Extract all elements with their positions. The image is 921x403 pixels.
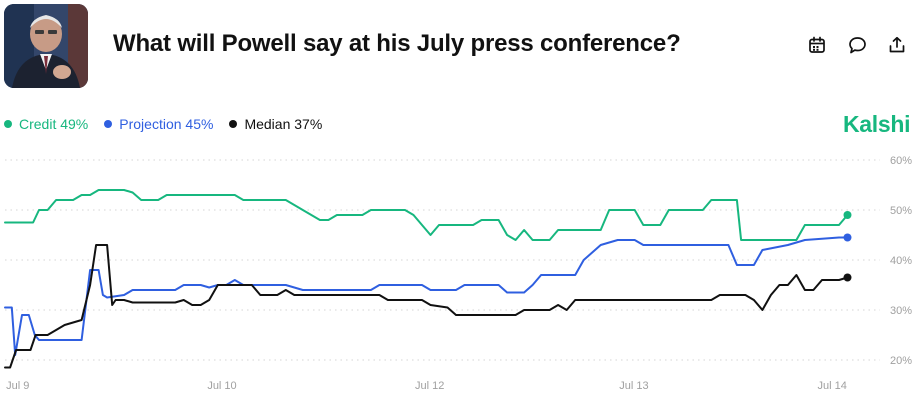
comment-icon — [848, 36, 866, 53]
brand-logo: Kalshi — [843, 111, 911, 137]
series-line-median — [4, 244, 849, 369]
avatar — [4, 4, 88, 88]
portrait-photo — [4, 4, 88, 88]
series-endpoint-median — [843, 273, 852, 282]
y-tick-label: 20% — [890, 355, 912, 367]
y-tick-label: 40% — [890, 255, 912, 267]
calendar-button[interactable] — [806, 34, 828, 56]
legend-label: Credit 49% — [19, 116, 89, 132]
share-button[interactable] — [886, 34, 908, 56]
line-chart: 60%50%40%30%20% Jul 9 Jul 10 Jul 12 Jul 13 J… — [4, 155, 912, 392]
x-tick-label: Jul 13 — [619, 380, 648, 392]
x-axis: Jul 9 Jul 10 Jul 12 Jul 13 Jul 14 — [6, 380, 847, 392]
x-tick-label: Jul 14 — [817, 380, 846, 392]
y-tick-label: 60% — [890, 155, 912, 167]
legend-dot — [4, 120, 12, 128]
legend-dot — [104, 120, 113, 128]
series-endpoint-credit — [843, 211, 852, 219]
calendar-icon — [809, 36, 825, 53]
legend-item-projection[interactable]: Projection 45% — [104, 116, 213, 132]
series-endpoint-projection — [843, 233, 852, 242]
legend-label: Median 37% — [244, 116, 323, 132]
page-title: What will Powell say at his July press c… — [113, 30, 681, 57]
chart-legend: Credit 49% Projection 45% Median 37% — [4, 116, 322, 132]
x-tick-label: Jul 10 — [207, 380, 236, 392]
series-line-projection — [4, 236, 849, 356]
legend-item-median[interactable]: Median 37% — [229, 116, 322, 132]
legend-dot — [229, 120, 238, 128]
header-actions — [806, 34, 908, 56]
share-icon — [889, 36, 905, 53]
x-tick-label: Jul 9 — [6, 380, 29, 392]
y-tick-label: 30% — [890, 305, 912, 317]
y-tick-label: 50% — [890, 205, 912, 217]
legend-label: Projection 45% — [119, 116, 214, 132]
chart-series — [4, 189, 852, 369]
x-tick-label: Jul 12 — [415, 380, 444, 392]
series-line-credit — [4, 189, 849, 241]
legend-item-credit[interactable]: Credit 49% — [4, 116, 88, 132]
chart-grid: 60% 50% 40% 30% 20% — [5, 155, 912, 367]
comment-button[interactable] — [846, 34, 868, 56]
